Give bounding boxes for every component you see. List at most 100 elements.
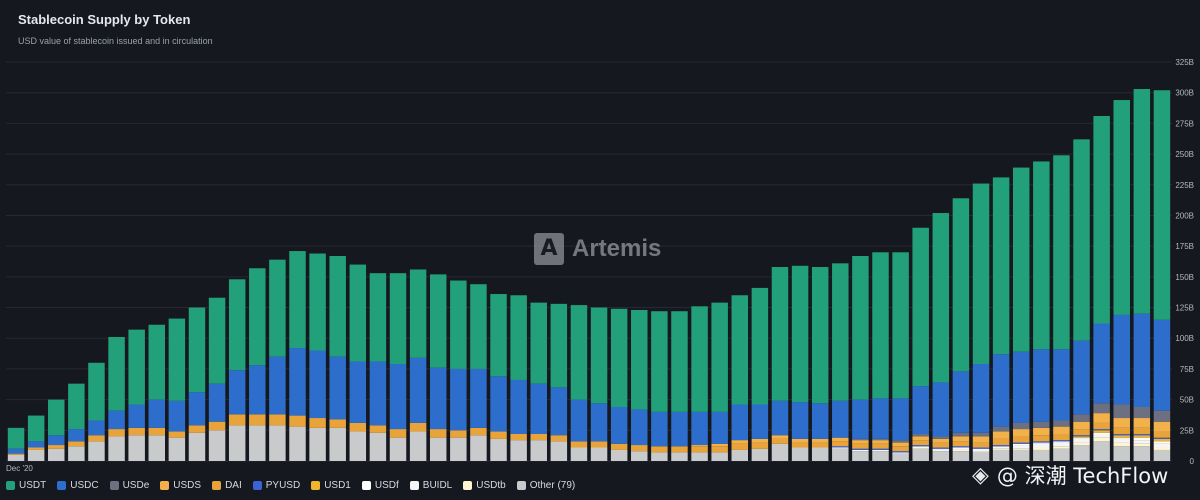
bar-stack[interactable] — [108, 337, 125, 461]
bar-segment-usdt[interactable] — [228, 279, 246, 371]
legend-item[interactable]: USDS — [160, 480, 201, 491]
bar-segment-other-79[interactable] — [1053, 448, 1070, 461]
bar-segment-other-79[interactable] — [1012, 449, 1030, 461]
bar-segment-usde[interactable] — [992, 426, 1010, 432]
bar-segment-other-79[interactable] — [771, 443, 789, 461]
bar-segment-usdt[interactable] — [289, 251, 306, 349]
bar-segment-pyusd[interactable] — [952, 446, 970, 448]
bar-segment-usdt[interactable] — [852, 255, 869, 400]
bar-segment-usd1[interactable] — [1133, 435, 1151, 438]
bar-segment-dai[interactable] — [249, 414, 266, 426]
bar-segment-usdc[interactable] — [711, 411, 728, 444]
bar-segment-dai[interactable] — [329, 419, 346, 428]
bar-segment-dai[interactable] — [450, 430, 467, 438]
bar-segment-other-79[interactable] — [1093, 441, 1110, 461]
bar-segment-usdt[interactable] — [329, 255, 346, 357]
bar-segment-usdc[interactable] — [1073, 340, 1090, 415]
bar-segment-buidl[interactable] — [1133, 440, 1151, 444]
bar-segment-other-79[interactable] — [1073, 445, 1090, 461]
bar-segment-usdf[interactable] — [1113, 437, 1130, 439]
bar-segment-usdc[interactable] — [450, 368, 467, 431]
bar-segment-usdf[interactable] — [1033, 442, 1050, 444]
bar-segment-buidl[interactable] — [1073, 438, 1090, 443]
bar-segment-other-79[interactable] — [570, 447, 588, 462]
bar-segment-usde[interactable] — [972, 432, 990, 437]
bar-segment-dai[interactable] — [691, 446, 708, 453]
bar-segment-usde[interactable] — [852, 438, 869, 441]
bar-segment-usdt[interactable] — [148, 324, 166, 400]
bar-segment-other-79[interactable] — [1133, 446, 1151, 461]
bar-segment-usdc[interactable] — [631, 409, 648, 446]
bar-stack[interactable] — [932, 213, 950, 461]
bar-stack[interactable] — [128, 329, 145, 461]
bar-stack[interactable] — [711, 302, 728, 461]
legend-item[interactable]: Other (79) — [516, 480, 575, 491]
bar-stack[interactable] — [1153, 90, 1171, 461]
bar-stack[interactable] — [1093, 116, 1110, 461]
bar-segment-other-79[interactable] — [309, 427, 326, 461]
bar-segment-usde[interactable] — [1153, 410, 1171, 422]
bar-segment-other-79[interactable] — [48, 448, 65, 461]
bar-segment-usdt[interactable] — [1033, 161, 1050, 350]
bar-segment-usdt[interactable] — [952, 198, 970, 372]
bar-segment-usdt[interactable] — [751, 287, 769, 405]
bar-segment-usdc[interactable] — [48, 435, 65, 446]
bar-segment-dai[interactable] — [972, 442, 990, 448]
bar-segment-usde[interactable] — [1053, 420, 1070, 427]
bar-segment-dai[interactable] — [771, 438, 789, 444]
bar-segment-usdc[interactable] — [389, 364, 407, 430]
bar-segment-usdt[interactable] — [651, 311, 668, 412]
bar-segment-usds[interactable] — [811, 438, 829, 443]
bar-stack[interactable] — [269, 259, 286, 461]
bar-segment-usdt[interactable] — [269, 259, 286, 357]
bar-segment-usds[interactable] — [1093, 413, 1110, 423]
bar-segment-usdt[interactable] — [992, 177, 1010, 355]
bar-segment-usdtb[interactable] — [1153, 447, 1171, 450]
bar-segment-usdt[interactable] — [1073, 139, 1090, 341]
bar-segment-usdc[interactable] — [470, 368, 487, 428]
bar-segment-usdc[interactable] — [671, 411, 688, 447]
bar-segment-usde[interactable] — [912, 433, 929, 437]
bar-segment-pyusd[interactable] — [992, 445, 1010, 447]
bar-segment-dai[interactable] — [48, 445, 65, 449]
bar-segment-dai[interactable] — [570, 441, 588, 448]
bar-stack[interactable] — [490, 294, 507, 461]
bar-stack[interactable] — [349, 264, 367, 461]
bar-segment-usde[interactable] — [952, 432, 970, 437]
bar-segment-buidl[interactable] — [1012, 445, 1030, 449]
bar-stack[interactable] — [1113, 100, 1130, 461]
bar-segment-dai[interactable] — [590, 441, 608, 448]
bar-segment-usd1[interactable] — [1113, 435, 1130, 438]
bar-segment-usds[interactable] — [832, 437, 849, 442]
bar-segment-other-79[interactable] — [249, 425, 266, 461]
bar-segment-buidl[interactable] — [1053, 442, 1070, 447]
bar-stack[interactable] — [68, 383, 85, 461]
bar-stack[interactable] — [470, 284, 487, 461]
bar-segment-other-79[interactable] — [972, 452, 990, 461]
bar-segment-pyusd[interactable] — [1133, 433, 1151, 436]
bar-segment-usdc[interactable] — [27, 441, 45, 448]
bar-segment-usdc[interactable] — [771, 400, 789, 436]
bar-segment-dai[interactable] — [992, 438, 1010, 446]
bar-segment-other-79[interactable] — [651, 452, 668, 461]
bar-segment-dai[interactable] — [27, 447, 45, 450]
bar-segment-dai[interactable] — [470, 427, 487, 436]
bar-segment-usds[interactable] — [1133, 418, 1151, 428]
bar-segment-usdc[interactable] — [409, 357, 427, 423]
bar-stack[interactable] — [409, 269, 427, 461]
bar-segment-dai[interactable] — [168, 431, 186, 438]
bar-segment-usdt[interactable] — [550, 303, 568, 388]
bar-segment-usdtb[interactable] — [1133, 443, 1151, 447]
bar-segment-usdt[interactable] — [48, 399, 65, 436]
bar-segment-usdc[interactable] — [912, 386, 929, 434]
bar-segment-other-79[interactable] — [751, 448, 769, 461]
legend-item[interactable]: USDtb — [463, 480, 506, 491]
bar-segment-usds[interactable] — [1113, 418, 1130, 428]
bar-segment-usdc[interactable] — [791, 402, 809, 439]
bar-segment-dai[interactable] — [530, 433, 547, 441]
bar-segment-usdc[interactable] — [1113, 314, 1130, 405]
bar-segment-other-79[interactable] — [1033, 449, 1050, 461]
bar-segment-dai[interactable] — [872, 443, 889, 449]
bar-segment-usds[interactable] — [731, 440, 749, 444]
bar-segment-other-79[interactable] — [289, 426, 306, 461]
